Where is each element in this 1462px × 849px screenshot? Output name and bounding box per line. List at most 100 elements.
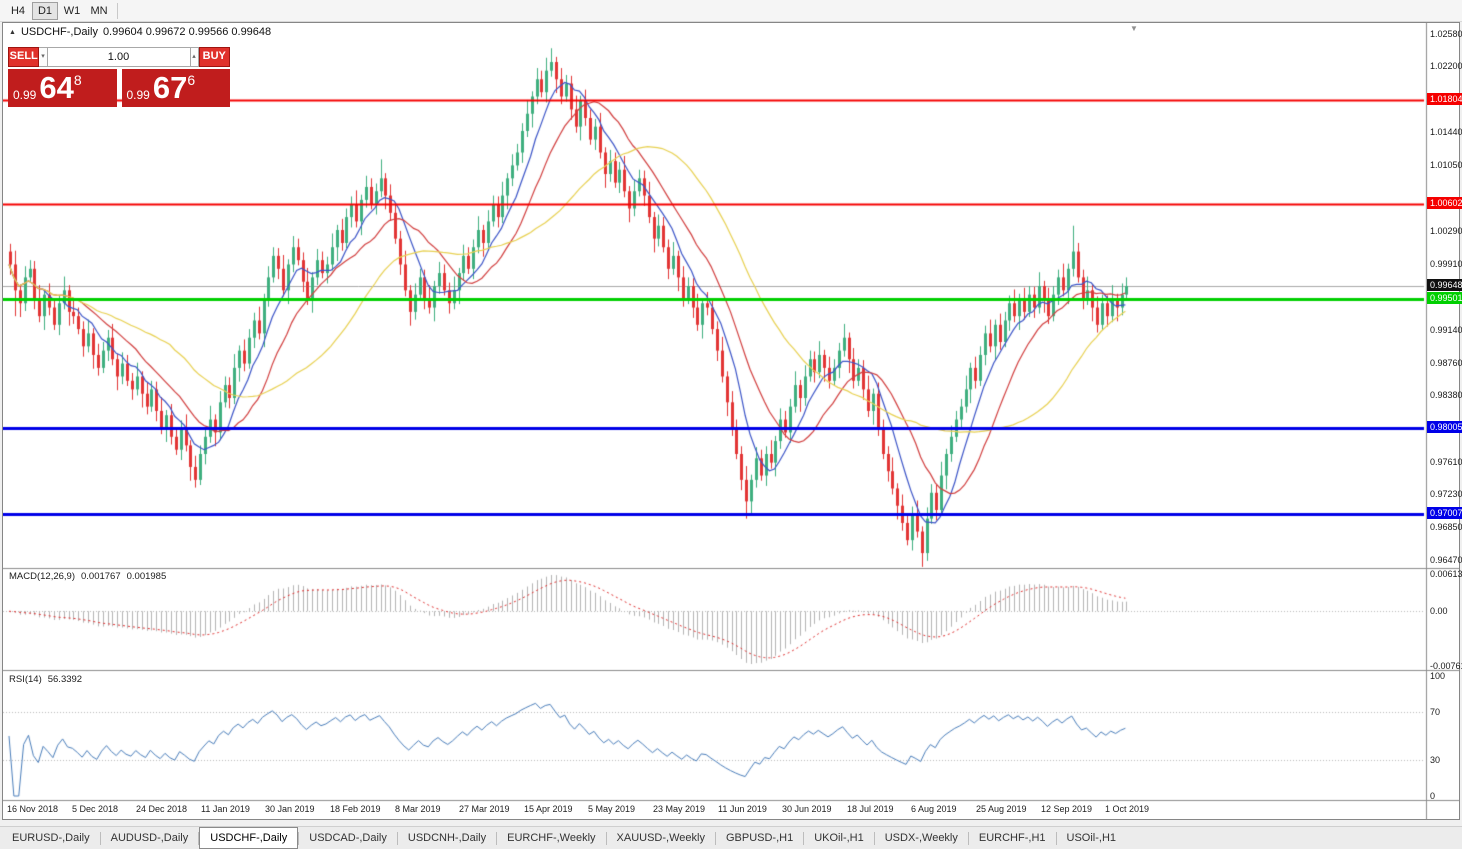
date-axis-label: 25 Aug 2019 [976,804,1027,814]
date-axis-label: 1 Oct 2019 [1105,804,1150,814]
timeframe-button-w1[interactable]: W1 [63,4,81,17]
tab-separator [396,831,398,845]
tab-separator [803,831,805,845]
rsi-axis-label: 30 [1430,755,1441,765]
sell-price-main: 64 [39,70,74,105]
date-axis-label: 18 Jul 2019 [847,804,894,814]
date-axis-label: 11 Jun 2019 [718,804,767,814]
symbol-tab-audusd-daily[interactable]: AUDUSD-,Daily [110,831,189,844]
macd-axis-label: -0.00761 [1430,661,1462,671]
price-tick-label: 0.97230 [1430,489,1462,499]
sell-price-display[interactable]: 0.99 64 8 [8,69,117,107]
macd-value-signal: 0.001985 [126,571,167,582]
rsi-value: 56.3392 [47,674,83,685]
chart-collapse-icon[interactable]: ▲ [9,28,16,36]
one-click-trading-panel: SELL ▾ ▴ BUY 0.99 64 8 0.99 67 6 [8,47,230,107]
buy-price-display[interactable]: 0.99 67 6 [121,69,230,107]
symbol-tab-eurchf-weekly[interactable]: EURCHF-,Weekly [507,831,596,844]
symbol-tab-eurchf-h1[interactable]: EURCHF-,H1 [978,831,1046,844]
chart-symbol-label: USDCHF-,Daily [20,26,98,38]
date-axis-label: 24 Dec 2018 [136,804,188,814]
tab-separator [605,831,607,845]
symbol-tab-usdcad-daily[interactable]: USDCAD-,Daily [309,831,387,844]
rsi-name: RSI(14) [9,674,42,685]
sell-price-pip: 8 [73,72,82,88]
macd-value-main: 0.001767 [81,571,121,582]
date-axis-label: 27 Mar 2019 [459,804,510,814]
tab-separator [496,831,498,845]
price-level-label: 0.98005 [1427,421,1462,433]
tab-separator [714,831,716,845]
macd-name: MACD(12,26,9) [9,571,75,582]
date-axis-label: 11 Jan 2019 [201,804,250,814]
date-axis-label: 18 Feb 2019 [330,804,381,814]
price-tick-label: 0.96850 [1430,522,1462,532]
date-axis-label: 23 May 2019 [653,804,706,814]
date-axis-label: 5 May 2019 [588,804,636,814]
timeframe-button-h4[interactable]: H4 [10,4,26,17]
date-axis-label: 30 Jun 2019 [782,804,832,814]
symbol-tab-usdcnh-daily[interactable]: USDCNH-,Daily [407,831,487,844]
macd-axis-label: 0.00 [1430,606,1448,616]
chart-title: ▲ USDCHF-,Daily 0.99604 0.99672 0.99566 … [9,26,271,38]
sell-price-prefix: 0.99 [13,88,37,102]
symbol-tab-gbpusd-h1[interactable]: GBPUSD-,H1 [725,831,794,844]
volume-down-icon[interactable]: ▾ [39,47,48,67]
date-axis-label: 6 Aug 2019 [911,804,957,814]
symbol-tab-usdchf-daily[interactable]: USDCHF-,Daily [199,827,299,849]
price-tick-label: 1.02200 [1430,61,1462,71]
price-tick-label: 1.01440 [1430,127,1462,137]
chart-canvas[interactable] [3,23,1459,819]
macd-axis-label: 0.00613 [1430,569,1462,579]
price-tick-label: 1.01050 [1430,160,1462,170]
price-tick-label: 0.99140 [1430,325,1462,335]
buy-button[interactable]: BUY [198,47,230,67]
toolbar-separator [117,2,118,19]
price-tick-label: 1.00290 [1430,226,1462,236]
timeframe-toolbar: H4 D1 W1 MN [0,0,1462,22]
rsi-indicator-label: RSI(14) 56.3392 [9,674,83,685]
date-axis-label: 8 Mar 2019 [395,804,441,814]
date-axis-label: 12 Sep 2019 [1041,804,1093,814]
date-axis-label: 16 Nov 2018 [7,804,59,814]
tab-separator [198,831,200,845]
chart-window: 1.02580 1.02200 1.01440 1.01050 1.00290 0.999… [2,22,1462,820]
chart-shift-marker-icon[interactable]: ▼ [1130,24,1138,33]
buy-price-prefix: 0.99 [126,88,150,102]
tab-separator [99,831,101,845]
trade-controls-row: SELL ▾ ▴ BUY [8,47,230,67]
price-level-label: 0.97007 [1427,507,1462,519]
current-price-label: 0.99648 [1427,279,1462,291]
price-level-label: 1.01804 [1427,93,1462,105]
symbol-tab-xauusd-weekly[interactable]: XAUUSD-,Weekly [616,831,705,844]
symbol-tab-ukoil-h1[interactable]: UKOil-,H1 [814,831,864,844]
symbol-tab-eurusd-daily[interactable]: EURUSD-,Daily [12,831,90,844]
timeframe-button-d1[interactable]: D1 [32,1,58,20]
price-level-label: 0.99501 [1427,292,1462,304]
date-axis-label: 5 Dec 2018 [72,804,119,814]
tab-separator [1055,831,1057,845]
volume-up-icon[interactable]: ▴ [190,47,199,67]
date-axis-label: 30 Jan 2019 [265,804,315,814]
chart-tab-bar: EURUSD-,Daily AUDUSD-,Daily USDCHF-,Daily U… [0,826,1462,849]
rsi-axis-label: 70 [1430,707,1441,717]
date-axis-label: 15 Apr 2019 [524,804,573,814]
buy-price-pip: 6 [187,72,196,88]
trade-prices-row: 0.99 64 8 0.99 67 6 [8,69,230,107]
symbol-tab-usdx-weekly[interactable]: USDX-,Weekly [884,831,958,844]
timeframe-button-mn[interactable]: MN [90,4,108,17]
sell-button[interactable]: SELL [8,47,40,67]
price-tick-label: 0.98380 [1430,390,1462,400]
chart-ohlc-values: 0.99604 0.99672 0.99566 0.99648 [102,26,272,38]
price-level-label: 1.00602 [1427,197,1462,209]
price-tick-label: 0.98760 [1430,358,1462,368]
price-tick-label: 0.99910 [1430,259,1462,269]
price-tick-label: 0.97610 [1430,457,1462,467]
tab-separator [967,831,969,845]
tab-separator [298,831,300,845]
volume-input[interactable] [47,47,191,67]
price-tick-label: 1.02580 [1430,29,1462,39]
rsi-axis-label: 100 [1430,671,1446,681]
symbol-tab-usoil-h1[interactable]: USOil-,H1 [1066,831,1117,844]
